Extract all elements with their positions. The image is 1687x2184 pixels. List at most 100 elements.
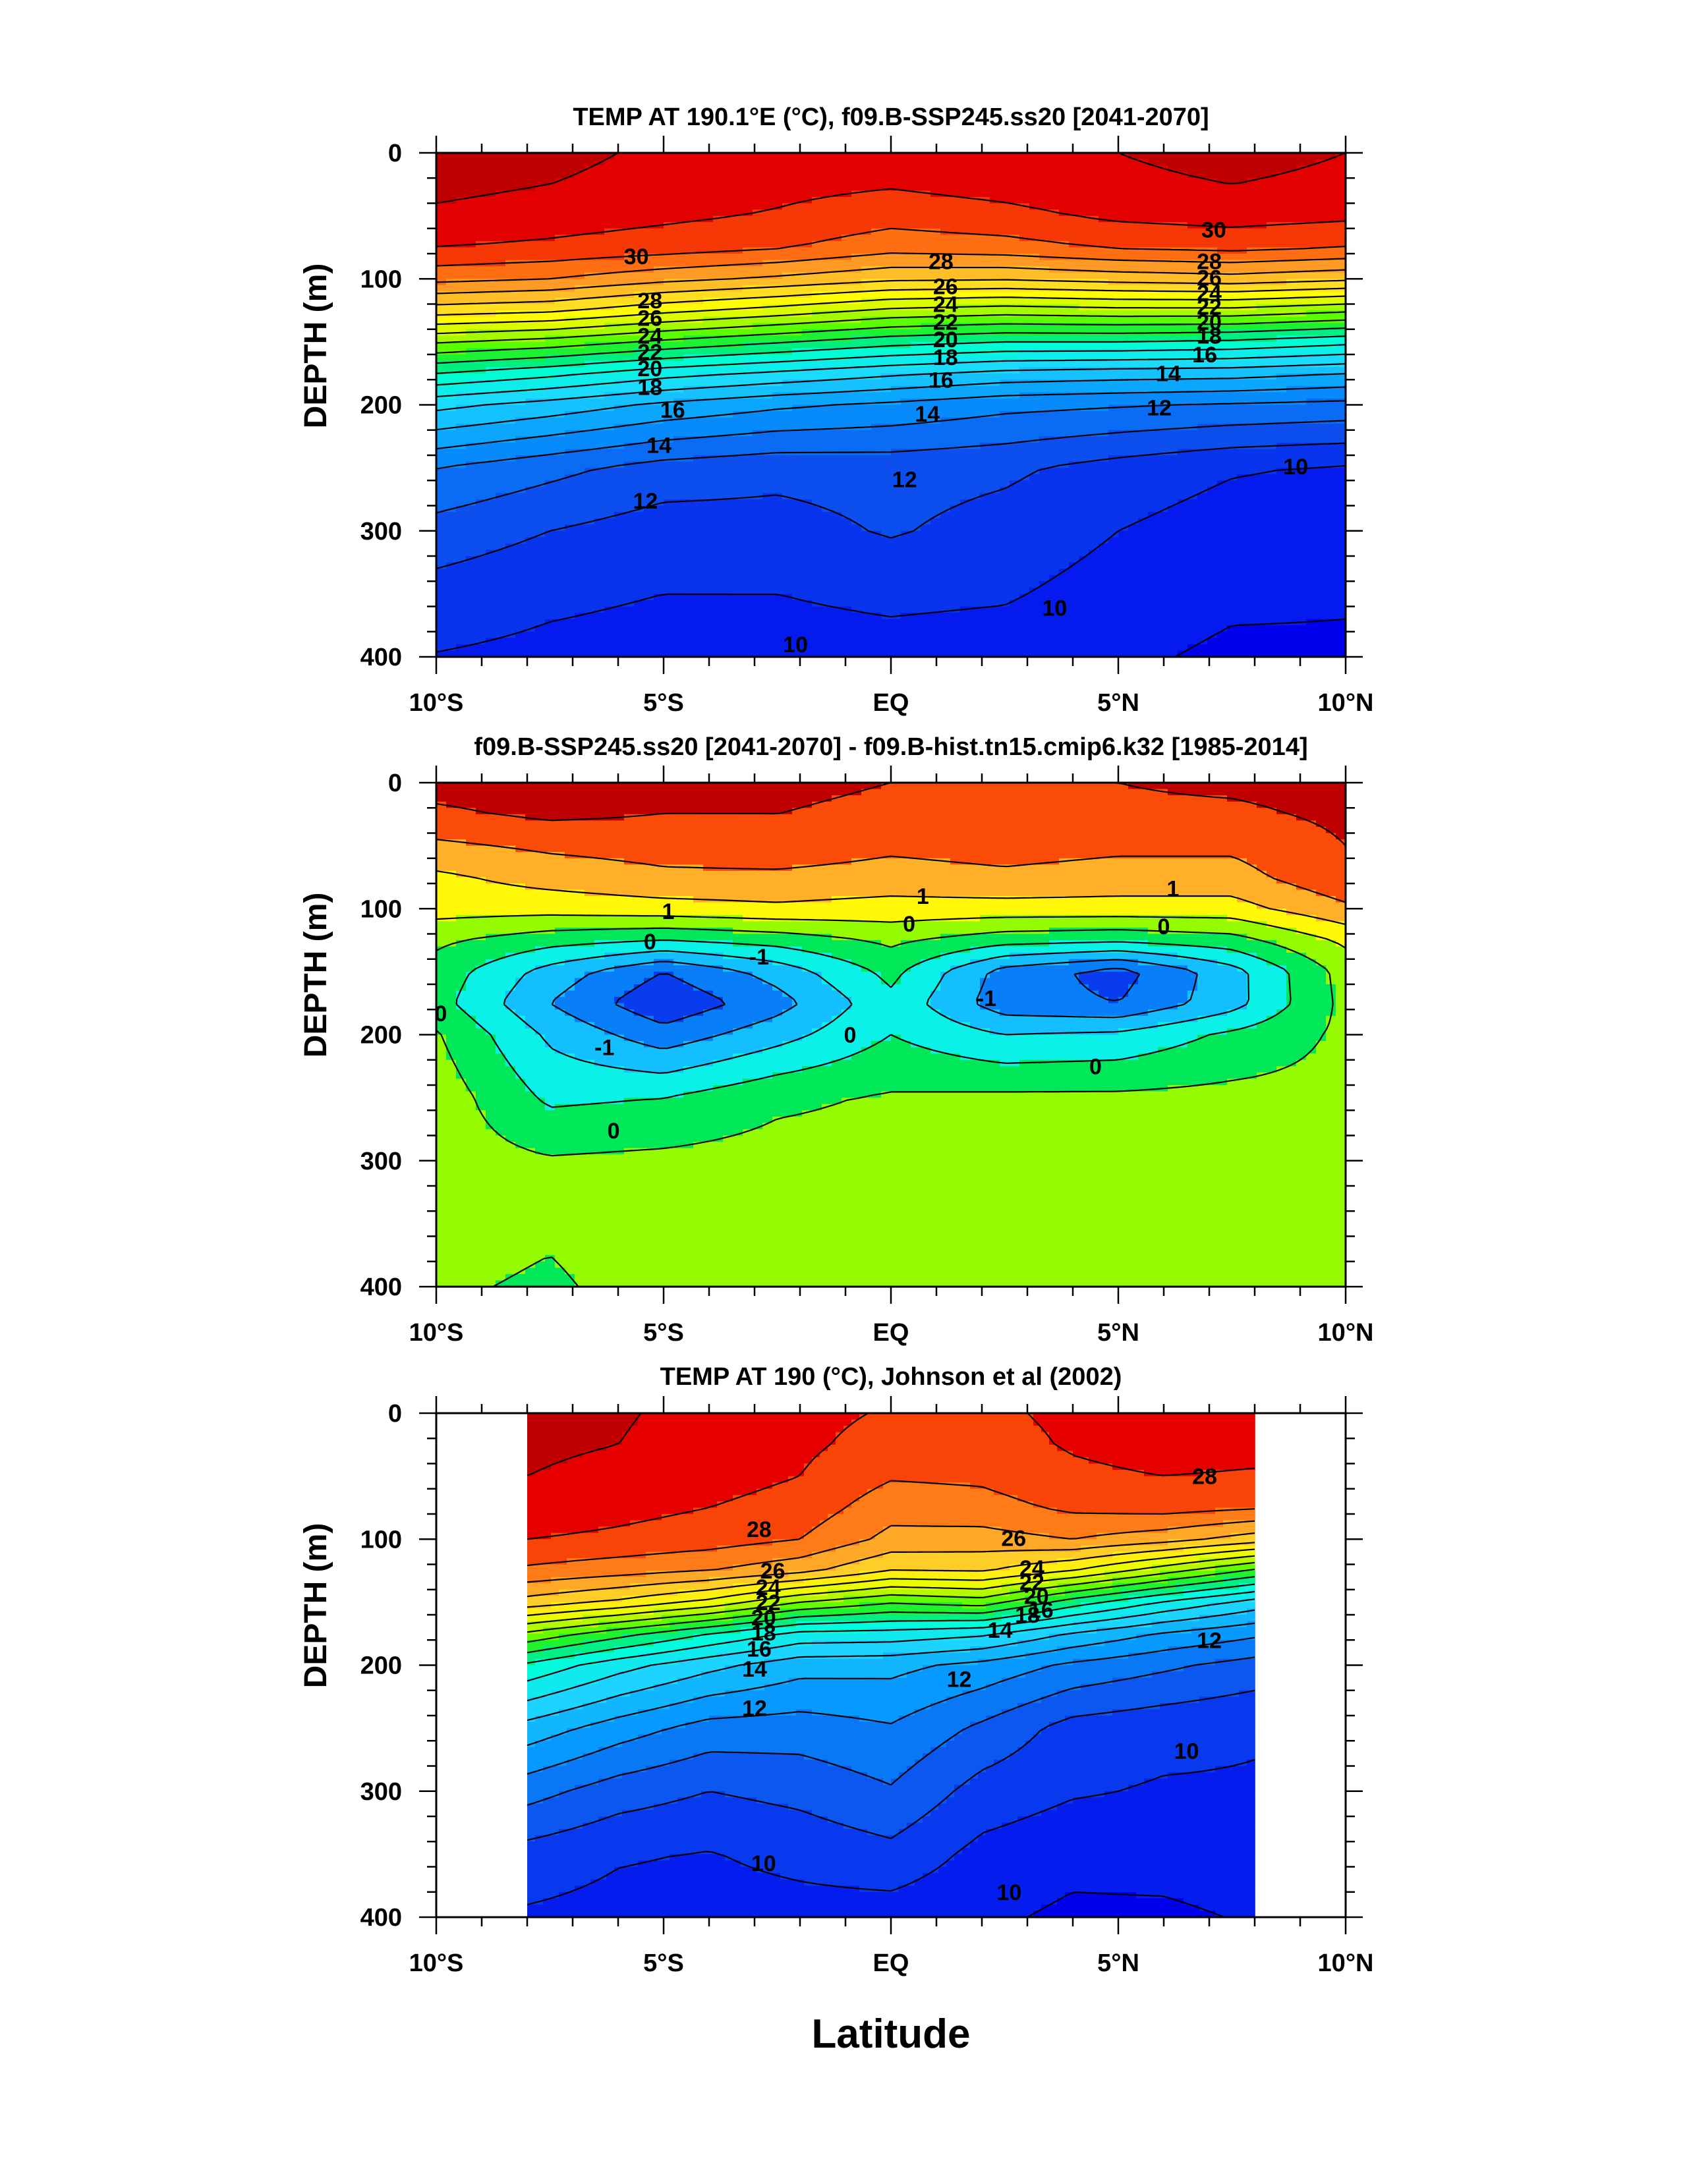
contour-band-cell: [1168, 1085, 1346, 1092]
contour-band-cell: [1073, 1621, 1153, 1628]
contour-band-cell: [476, 240, 813, 248]
contour-band-cell: [1187, 644, 1346, 652]
contour-band-cell: [622, 1772, 868, 1779]
contour-band-cell: [527, 1444, 607, 1452]
contour-band-cell: [1108, 430, 1346, 437]
contour-band-cell: [436, 1280, 496, 1287]
contour-line: [527, 1609, 1255, 1722]
contour-band-cell: [466, 978, 516, 985]
contour-band-cell: [1039, 468, 1277, 475]
contour-band-cell: [527, 1482, 773, 1490]
contour-band-cell: [1041, 1608, 1097, 1615]
contour-band-cell: [743, 1078, 1228, 1086]
contour-band-cell: [970, 1633, 1050, 1641]
contour-band-cell: [743, 360, 931, 368]
contour-band-cell: [527, 1633, 559, 1641]
contour-band-cell: [812, 1640, 1018, 1647]
contour-band-cell: [446, 1041, 496, 1048]
contour-band-cell: [555, 297, 704, 305]
contour-band-cell: [1128, 524, 1346, 532]
contour-band-cell: [1108, 279, 1287, 286]
contour-band-cell: [622, 1596, 710, 1603]
contour-band-cell: [476, 1091, 536, 1098]
contour-band-cell: [436, 215, 714, 223]
y-tick-label: 300: [360, 518, 402, 546]
contour-band-cell: [701, 1671, 907, 1679]
contour-band-cell: [1144, 1778, 1255, 1785]
contour-band-cell: [753, 210, 1060, 217]
contour-band-cell: [527, 1646, 544, 1654]
contour-label: 12: [947, 1667, 972, 1693]
contour-band-cell: [496, 1041, 546, 1048]
contour-band-cell: [788, 1476, 1255, 1483]
contour-band-cell: [436, 594, 654, 601]
contour-band-cell: [436, 946, 536, 953]
contour-band-cell: [1025, 1627, 1097, 1635]
contour-band-cell: [436, 455, 516, 462]
contour-label: -1: [594, 1036, 614, 1061]
contour-band-cell: [575, 1886, 860, 1893]
contour-line: [436, 420, 1346, 514]
contour-band-cell: [565, 430, 753, 437]
contour-band-cell: [436, 638, 486, 645]
contour-band-cell: [673, 959, 773, 966]
contour-line: [527, 1656, 1255, 1806]
contour-band-cell: [551, 1690, 631, 1698]
contour-band-cell: [1069, 461, 1346, 468]
contour-band-cell: [1128, 990, 1188, 997]
contour-label: 26: [933, 275, 958, 300]
contour-band-cell: [1136, 1891, 1255, 1899]
contour-band-cell: [624, 1148, 1346, 1155]
contour-band-cell: [527, 1702, 583, 1710]
contour-band-cell: [598, 1621, 670, 1628]
contour-band-cell: [1128, 984, 1198, 992]
contour-band-cell: [436, 625, 536, 632]
contour-band-cell: [436, 499, 476, 507]
contour-band-cell: [1002, 1526, 1168, 1534]
contour-band-cell: [638, 1734, 955, 1742]
contour-band-cell: [565, 474, 1030, 482]
contour-band-cell: [792, 864, 1257, 872]
contour-band-cell: [1128, 1785, 1255, 1792]
contour-band-cell: [436, 480, 546, 488]
contour-band-cell: [733, 940, 882, 947]
contour-band-cell: [709, 1596, 765, 1603]
contour-band-cell: [644, 978, 684, 985]
contour-band-cell: [567, 1728, 662, 1735]
contour-band-cell: [780, 1873, 923, 1880]
contour-band-cell: [436, 178, 556, 185]
contour-band-cell: [1267, 959, 1317, 966]
contour-band-cell: [851, 1766, 907, 1773]
contour-band-cell: [515, 1009, 565, 1017]
contour-band-cell: [436, 159, 605, 166]
contour-band-cell: [1041, 1426, 1255, 1433]
contour-band-cell: [606, 1627, 678, 1635]
contour-band-cell: [527, 1891, 559, 1899]
contour-band-cell: [673, 971, 753, 979]
contour-band-cell: [832, 953, 941, 960]
contour-line: [436, 188, 1346, 248]
contour-band-cell: [921, 323, 1346, 330]
contour-band-cell: [436, 606, 605, 613]
contour-band-cell: [1079, 978, 1139, 985]
y-tick-label: 400: [360, 1904, 402, 1932]
contour-label: 26: [1001, 1526, 1026, 1551]
contour-band-cell: [1207, 486, 1346, 494]
contour-band-cell: [527, 1438, 623, 1445]
contour-band-cell: [654, 1608, 726, 1615]
contour-band-cell: [604, 1028, 733, 1036]
contour-line: [436, 914, 1346, 949]
contour-band-cell: [604, 323, 753, 330]
x-tick-label: 5°N: [1097, 1949, 1139, 1977]
contour-band-cell: [436, 543, 506, 551]
contour-label: 0: [1089, 1054, 1102, 1079]
contour-band-cell: [505, 1059, 595, 1067]
contour-band-cell: [940, 512, 1149, 519]
contour-band-cell: [535, 1658, 599, 1666]
contour-band-cell: [543, 1766, 646, 1773]
contour-band-cell: [693, 1507, 844, 1515]
contour-band-cell: [436, 927, 556, 935]
contour-line: [455, 939, 1292, 1108]
contour-band-cell: [1215, 1658, 1255, 1666]
